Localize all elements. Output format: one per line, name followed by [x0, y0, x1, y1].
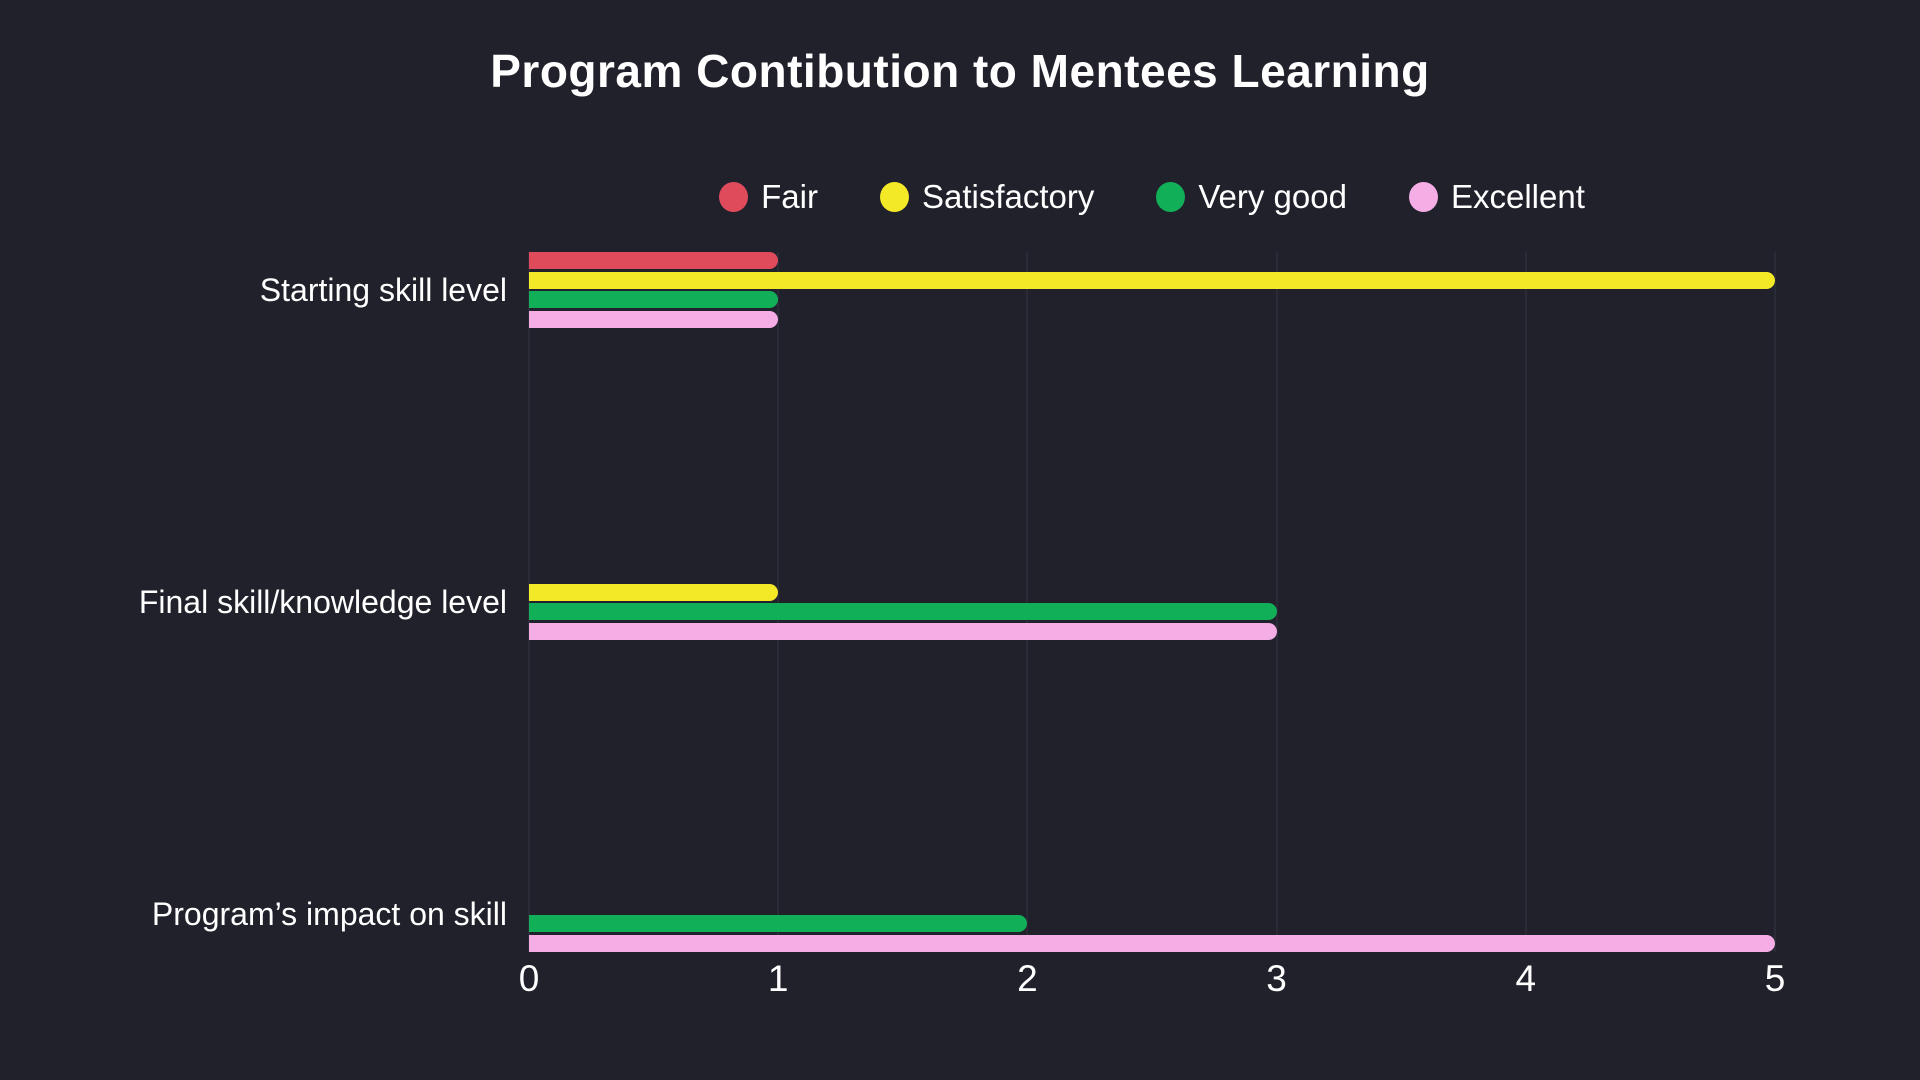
bar-starting-skill-level-fair	[529, 252, 779, 269]
category-label-starting-skill-level: Starting skill level	[259, 272, 507, 308]
x-tick-label-5: 5	[1764, 958, 1786, 999]
gridline-5	[1774, 252, 1776, 952]
legend-dot-very-good	[1156, 182, 1186, 212]
x-tick-label-3: 3	[1266, 958, 1287, 999]
gridline-2	[1026, 252, 1029, 952]
bar-final-skill-knowledge-level-very-good	[529, 603, 1277, 621]
x-tick-label-4: 4	[1515, 958, 1537, 999]
bar-starting-skill-level-very-good	[529, 291, 779, 309]
bar-program-s-impact-on-skill-excellent	[529, 935, 1775, 952]
plot-area	[528, 252, 1776, 952]
legend: Fair Satisfactory Very good Excellent	[529, 175, 1775, 219]
legend-item-satisfactory[interactable]: Satisfactory	[879, 178, 1095, 216]
legend-item-very-good[interactable]: Very good	[1156, 178, 1347, 216]
gridline-3	[1275, 252, 1278, 952]
bar-final-skill-knowledge-level-excellent	[529, 623, 1277, 640]
legend-item-fair[interactable]: Fair	[719, 178, 818, 216]
legend-dot-excellent	[1408, 182, 1438, 212]
legend-dot-satisfactory	[879, 182, 909, 212]
category-label-program-s-impact-on-skill: Program’s impact on skill	[151, 896, 507, 932]
legend-label-very-good: Very good	[1198, 178, 1347, 215]
gridline-1	[777, 252, 780, 952]
gridline-4	[1524, 252, 1527, 952]
bar-starting-skill-level-excellent	[529, 311, 779, 328]
legend-dot-fair	[719, 182, 749, 212]
legend-label-fair: Fair	[761, 178, 818, 215]
gridline-0	[528, 252, 530, 952]
legend-label-excellent: Excellent	[1450, 178, 1585, 215]
legend-label-satisfactory: Satisfactory	[921, 178, 1095, 215]
bar-program-s-impact-on-skill-very-good	[529, 915, 1028, 933]
chart-title: Program Contibution to Mentees Learning	[490, 45, 1430, 97]
x-tick-label-2: 2	[1017, 958, 1038, 999]
x-tick-label-1: 1	[767, 958, 789, 999]
category-label-final-skill-knowledge-level: Final skill/knowledge level	[138, 584, 507, 620]
legend-item-excellent[interactable]: Excellent	[1408, 178, 1585, 216]
x-tick-label-0: 0	[518, 958, 540, 999]
bar-final-skill-knowledge-level-satisfactory	[529, 583, 779, 601]
bar-starting-skill-level-satisfactory	[529, 271, 1775, 289]
